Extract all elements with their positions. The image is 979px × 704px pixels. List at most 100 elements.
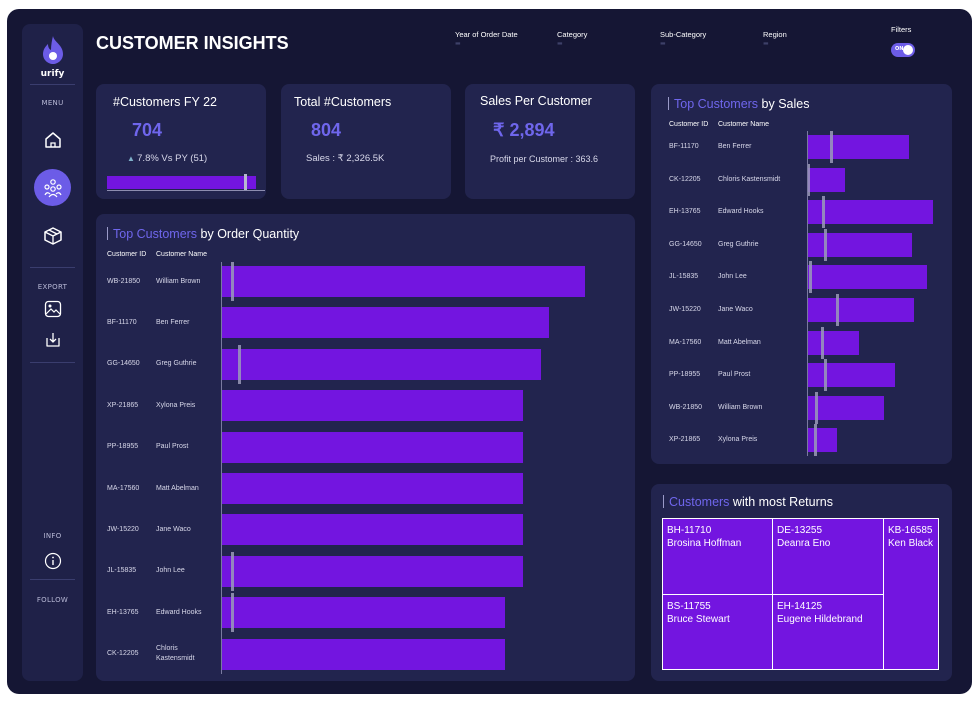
py-reference-line — [829, 131, 833, 163]
top-sales-card: Top Customers by Sales Customer ID Custo… — [651, 84, 952, 464]
filter-region-dropdown[interactable]: ▬ — [763, 40, 769, 47]
customer-name: Bruce Stewart — [667, 614, 730, 625]
info-button[interactable] — [42, 550, 64, 572]
brand-name: urify — [40, 69, 65, 79]
customer-id: BF-11170 — [669, 143, 699, 150]
bar[interactable] — [221, 597, 505, 629]
bar[interactable] — [807, 330, 859, 355]
filters-toggle[interactable]: ON — [891, 43, 915, 57]
customer-name: Ben Ferrer — [156, 318, 190, 326]
py-reference-line — [823, 228, 827, 261]
py-reference-line — [230, 551, 234, 591]
bar[interactable] — [221, 514, 524, 546]
kpi-delta-text: 7.8% Vs PY (51) — [137, 153, 208, 164]
sidebar: urify MENU EXPORT — [22, 24, 83, 681]
kpi-card-total-customers: Total #Customers 804 Sales : ₹ 2,326.5K — [281, 84, 451, 199]
filter-year-dropdown[interactable]: ▬ — [455, 40, 461, 47]
customer-name: Chloris Kastensmidt — [718, 175, 781, 183]
section-title: Top Customers by Order Quantity — [107, 227, 299, 241]
nav-products-button[interactable] — [34, 217, 71, 254]
customer-id: JW-15220 — [669, 306, 701, 313]
customer-name: John Lee — [718, 273, 747, 281]
bar[interactable] — [807, 135, 910, 159]
customer-id: PP-18955 — [669, 371, 701, 379]
treemap-cell[interactable]: BS-11755 Bruce Stewart — [662, 594, 773, 670]
col-header-name: Customer Name — [156, 251, 207, 258]
customer-name: Matt Abelman — [156, 484, 199, 492]
treemap-cell[interactable]: EH-14125 Eugene Hildebrand — [772, 594, 884, 670]
kpi-progress-fill — [107, 176, 256, 189]
divider — [30, 362, 75, 363]
menu-label: MENU — [41, 99, 64, 107]
py-reference-line — [808, 261, 812, 294]
up-arrow-icon: ▲ — [127, 154, 138, 163]
customer-name: John Lee — [156, 567, 185, 575]
kpi-value: 804 — [311, 120, 342, 140]
export-download-button[interactable] — [42, 329, 64, 351]
bar[interactable] — [807, 428, 838, 453]
bar[interactable] — [221, 638, 505, 670]
title-accent-bar — [663, 495, 664, 508]
bar[interactable] — [221, 390, 524, 422]
bar[interactable] — [221, 555, 524, 587]
filter-subcategory-dropdown[interactable]: ▬ — [660, 40, 666, 47]
py-reference-line — [230, 262, 234, 301]
customer-name: Deanra Eno — [777, 538, 831, 549]
customer-name: Xylona Preis — [718, 436, 758, 444]
customer-id: EH-14125 — [777, 601, 823, 612]
kpi-card-sales-per-customer: Sales Per Customer ₹ 2,894 Profit per Cu… — [465, 84, 635, 199]
customer-name: Chloris Kastensmidt — [156, 645, 195, 663]
filter-category-dropdown[interactable]: ▬ — [557, 40, 563, 47]
customer-id: BF-11170 — [107, 318, 137, 326]
kpi-delta: ▲ 7.8% Vs PY (51) — [127, 153, 207, 164]
nav-home-button[interactable] — [34, 121, 71, 158]
customer-name: Brosina Hoffman — [667, 538, 742, 549]
customer-id: EH-13765 — [107, 608, 139, 616]
bar[interactable] — [221, 473, 524, 504]
bar[interactable] — [221, 307, 549, 339]
home-icon — [44, 131, 61, 148]
kpi-value: 704 — [132, 120, 163, 140]
treemap-cell[interactable]: KB-16585 Ken Black — [883, 518, 939, 670]
nav-customers-button[interactable] — [34, 169, 71, 206]
customer-id: JL-15835 — [669, 273, 699, 281]
product-box-icon — [43, 226, 62, 245]
bar[interactable] — [807, 363, 896, 388]
treemap-cell[interactable]: BH-11710 Brosina Hoffman — [662, 518, 773, 595]
download-icon — [46, 333, 60, 347]
kpi-title: Sales Per Customer — [480, 94, 592, 108]
bar[interactable] — [807, 200, 933, 225]
customer-name: Jane Waco — [156, 525, 191, 533]
customer-name: Matt Abelman — [718, 338, 761, 346]
bar[interactable] — [221, 431, 524, 463]
toggle-state-text: ON — [895, 46, 904, 52]
flame-logo-icon — [43, 36, 63, 64]
bar[interactable] — [807, 167, 845, 192]
filters-toggle-label: Filters — [891, 25, 912, 34]
export-image-button[interactable] — [42, 298, 64, 320]
bar[interactable] — [807, 395, 884, 420]
customer-id: CK-12205 — [107, 650, 139, 658]
col-header-id: Customer ID — [669, 121, 709, 128]
kpi-progress — [107, 174, 265, 191]
title-accent-bar — [107, 227, 108, 240]
py-reference-line — [821, 326, 825, 359]
customer-name: William Brown — [718, 403, 763, 411]
title-rest: by Order Quantity — [197, 227, 300, 241]
customer-name: Jane Waco — [718, 306, 753, 313]
bar[interactable] — [221, 266, 585, 297]
py-reference-line — [836, 294, 840, 326]
section-title: Customers with most Returns — [663, 495, 833, 509]
py-reference-line — [230, 593, 234, 633]
customer-id: MA-17560 — [107, 484, 140, 492]
customer-id: JL-15835 — [107, 567, 137, 575]
treemap-cell[interactable]: DE-13255 Deanra Eno — [772, 518, 884, 595]
bar[interactable] — [807, 265, 927, 290]
py-reference-line — [807, 163, 811, 196]
bar[interactable] — [221, 348, 542, 380]
order-quantity-card: Top Customers by Order Quantity Customer… — [96, 214, 635, 681]
py-reference-line — [814, 391, 818, 424]
bar[interactable] — [807, 298, 915, 322]
customer-id: EH-13765 — [669, 208, 701, 216]
customer-id: DE-13255 — [777, 525, 823, 536]
